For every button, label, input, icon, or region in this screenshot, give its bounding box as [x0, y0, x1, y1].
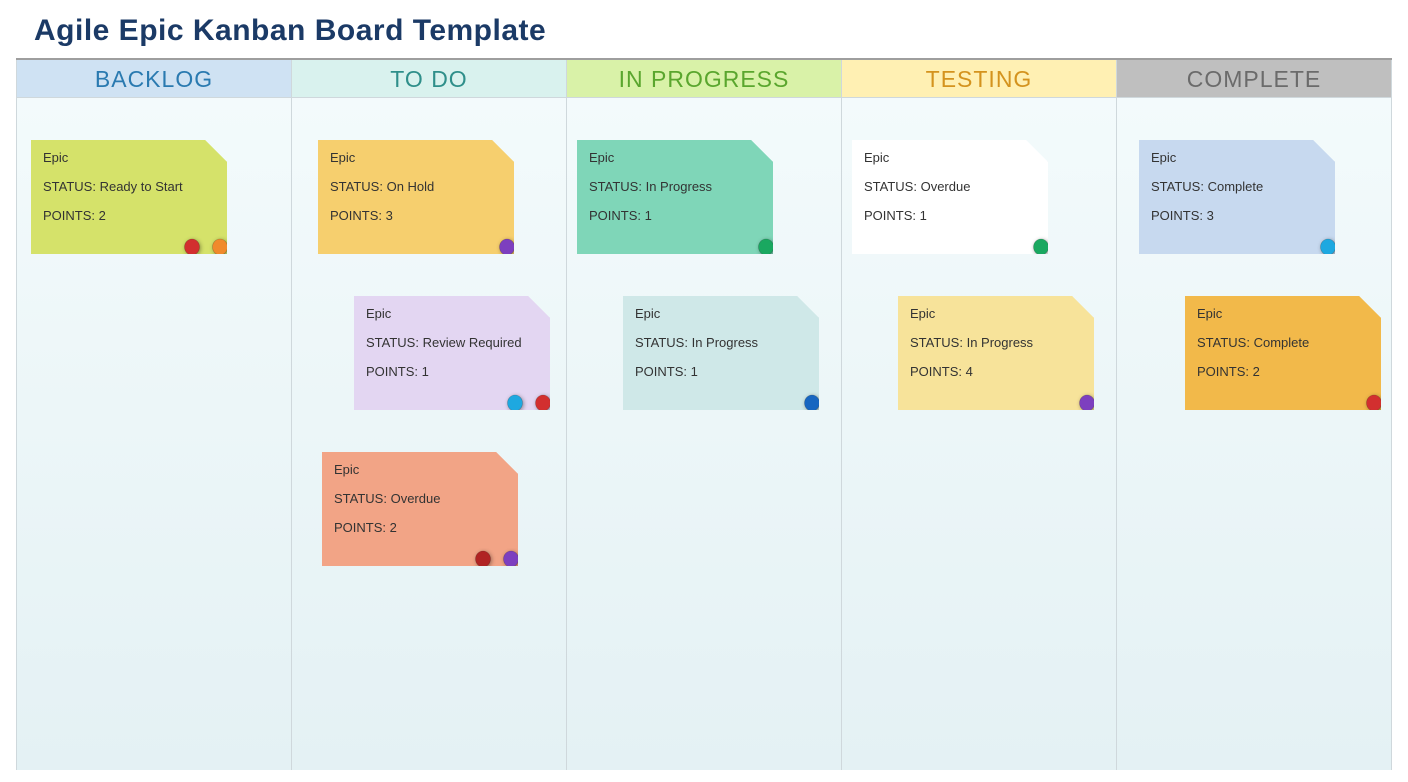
avatar-icon: JD — [1359, 394, 1389, 428]
avatar-icon: RR — [468, 550, 498, 584]
card-points: POINTS: 2 — [43, 208, 215, 223]
card-title: Epic — [864, 150, 1036, 165]
card-points: POINTS: 2 — [1197, 364, 1369, 379]
avatar-initials: JD — [1359, 415, 1389, 425]
kanban-card[interactable]: EpicSTATUS: Ready to StartPOINTS: 2 JD M… — [31, 140, 227, 254]
card-avatars: DD — [1074, 394, 1102, 428]
avatar-icon: BR — [1313, 238, 1343, 272]
avatar-initials: DD — [1072, 415, 1102, 425]
card-status: STATUS: In Progress — [589, 179, 761, 194]
avatar-icon: DD — [492, 238, 522, 272]
column-header: COMPLETE — [1117, 60, 1391, 98]
avatar-initials: RR — [468, 571, 498, 581]
kanban-column: BACKLOG Epic STATUS: Ready to Start POINTS:… — [16, 60, 292, 770]
avatar-initials: TR — [797, 415, 827, 425]
kanban-card[interactable]: EpicSTATUS: In ProgressPOINTS: 1 VW — [577, 140, 773, 254]
card-avatars: BR — [1315, 238, 1343, 272]
card-title: Epic — [366, 306, 538, 321]
card-points: POINTS: 4 — [910, 364, 1082, 379]
card-avatars: JD MB — [179, 238, 235, 272]
column-header: TO DO — [292, 60, 566, 98]
card-avatars: VW — [753, 238, 781, 272]
column-header: BACKLOG — [17, 60, 291, 98]
avatar-initials: VW — [1026, 259, 1056, 269]
card-status: STATUS: On Hold — [330, 179, 502, 194]
card-status: STATUS: Overdue — [334, 491, 506, 506]
avatar-icon: MB — [205, 238, 235, 272]
kanban-card[interactable]: EpicSTATUS: CompletePOINTS: 2 JD — [1185, 296, 1381, 410]
kanban-card[interactable]: EpicSTATUS: Review RequiredPOINTS: 1 BR … — [354, 296, 550, 410]
card-points: POINTS: 1 — [864, 208, 1036, 223]
card-points: POINTS: 1 — [366, 364, 538, 379]
card-title: Epic — [1197, 306, 1369, 321]
kanban-card[interactable]: EpicSTATUS: CompletePOINTS: 3 BR — [1139, 140, 1335, 254]
avatar-icon: VW — [1026, 238, 1056, 272]
avatar-initials: DD — [496, 571, 526, 581]
kanban-card[interactable]: EpicSTATUS: OverduePOINTS: 1 VW — [852, 140, 1048, 254]
card-avatars: DD — [494, 238, 522, 272]
card-status: STATUS: Overdue — [864, 179, 1036, 194]
avatar-initials: DD — [492, 259, 522, 269]
avatar-initials: JD — [177, 259, 207, 269]
card-avatars: RR DD — [470, 550, 526, 584]
card-status: STATUS: Complete — [1197, 335, 1369, 350]
card-status: STATUS: Ready to Start — [43, 179, 215, 194]
card-points: POINTS: 3 — [1151, 208, 1323, 223]
card-status: STATUS: In Progress — [635, 335, 807, 350]
kanban-card[interactable]: EpicSTATUS: On HoldPOINTS: 3 DD — [318, 140, 514, 254]
avatar-initials: BR — [500, 415, 530, 425]
avatar-icon: DD — [496, 550, 526, 584]
avatar-icon: BR — [500, 394, 530, 428]
card-status: STATUS: In Progress — [910, 335, 1082, 350]
card-title: Epic — [635, 306, 807, 321]
card-avatars: BR JD — [502, 394, 558, 428]
avatar-initials: JD — [528, 415, 558, 425]
card-avatars: TR — [799, 394, 827, 428]
card-points: POINTS: 1 — [635, 364, 807, 379]
card-title: Epic — [330, 150, 502, 165]
card-title: Epic — [334, 462, 506, 477]
avatar-icon: VW — [751, 238, 781, 272]
card-status: STATUS: Review Required — [366, 335, 538, 350]
kanban-card[interactable]: EpicSTATUS: OverduePOINTS: 2 RR DD — [322, 452, 518, 566]
card-title: Epic — [589, 150, 761, 165]
avatar-icon: JD — [528, 394, 558, 428]
kanban-card[interactable]: EpicSTATUS: In ProgressPOINTS: 1 TR — [623, 296, 819, 410]
avatar-icon: JD — [177, 238, 207, 272]
page-title: Agile Epic Kanban Board Template — [0, 0, 1408, 58]
kanban-board: BACKLOG Epic STATUS: Ready to Start POINTS:… — [16, 58, 1392, 770]
avatar-icon: DD — [1072, 394, 1102, 428]
card-points: POINTS: 1 — [589, 208, 761, 223]
kanban-column: TESTING Epic STATUS: Overdue POINTS: 1 VW Ep… — [842, 60, 1117, 770]
kanban-column: IN PROGRESS Epic STATUS: In Progress POINTS… — [567, 60, 842, 770]
card-avatars: JD — [1361, 394, 1389, 428]
avatar-icon: TR — [797, 394, 827, 428]
column-header: TESTING — [842, 60, 1116, 98]
column-header: IN PROGRESS — [567, 60, 841, 98]
kanban-column: COMPLETE Epic STATUS: Complete POINTS: 3 BR… — [1117, 60, 1392, 770]
card-points: POINTS: 2 — [334, 520, 506, 535]
card-status: STATUS: Complete — [1151, 179, 1323, 194]
card-title: Epic — [43, 150, 215, 165]
kanban-card[interactable]: EpicSTATUS: In ProgressPOINTS: 4 DD — [898, 296, 1094, 410]
card-avatars: VW — [1028, 238, 1056, 272]
kanban-column: TO DO Epic STATUS: On Hold POINTS: 3 DD Epic… — [292, 60, 567, 770]
avatar-initials: VW — [751, 259, 781, 269]
card-points: POINTS: 3 — [330, 208, 502, 223]
card-title: Epic — [1151, 150, 1323, 165]
card-title: Epic — [910, 306, 1082, 321]
avatar-initials: BR — [1313, 259, 1343, 269]
avatar-initials: MB — [205, 259, 235, 269]
